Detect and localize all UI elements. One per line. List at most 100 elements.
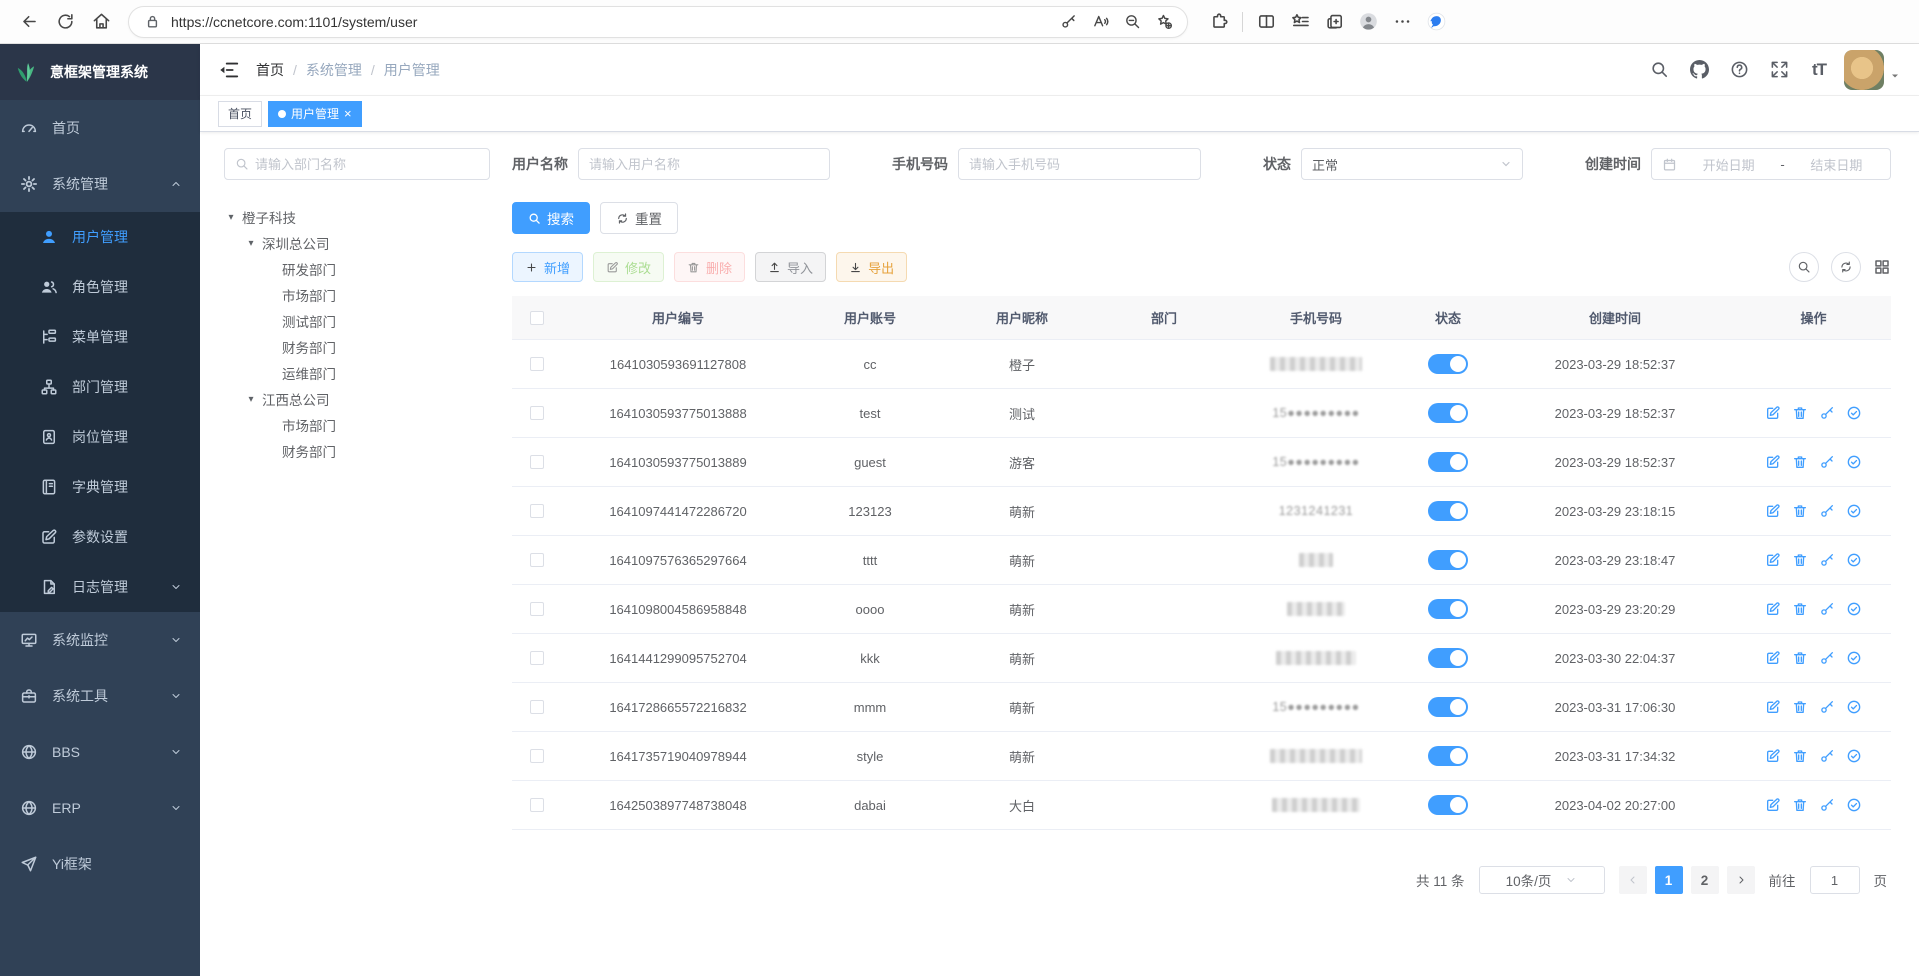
sidebar-item-users-sub[interactable]: 角色管理	[0, 262, 200, 312]
copilot-icon[interactable]	[1421, 7, 1451, 37]
tree-node[interactable]: 研发部门	[224, 256, 490, 282]
plus-button[interactable]: 新增	[512, 252, 584, 282]
row-key-icon[interactable]	[1819, 748, 1835, 764]
row-checkbox[interactable]	[530, 406, 544, 420]
row-key-icon[interactable]	[1819, 699, 1835, 715]
row-checkbox[interactable]	[530, 700, 544, 714]
tree-caret-icon[interactable]: ▾	[248, 393, 254, 405]
sidebar-item-user-sub[interactable]: 用户管理	[0, 212, 200, 262]
next-page-button[interactable]	[1726, 866, 1755, 894]
sidebar-item-monitor[interactable]: 系统监控	[0, 612, 200, 668]
row-check-circle-icon[interactable]	[1846, 699, 1862, 715]
read-aloud-icon[interactable]	[1085, 7, 1115, 37]
sidebar-item-edit-sub[interactable]: 参数设置	[0, 512, 200, 562]
zoom-out-icon[interactable]	[1117, 7, 1147, 37]
row-checkbox[interactable]	[530, 455, 544, 469]
row-check-circle-icon[interactable]	[1846, 748, 1862, 764]
status-select[interactable]: 正常	[1301, 148, 1523, 180]
dept-search-input-wrap[interactable]	[224, 148, 490, 180]
profile-icon[interactable]	[1353, 7, 1383, 37]
row-edit-icon[interactable]	[1765, 601, 1781, 617]
avatar[interactable]	[1844, 49, 1884, 90]
sidebar-item-dashboard[interactable]: 首页	[0, 100, 200, 156]
row-checkbox[interactable]	[530, 651, 544, 665]
tag-active[interactable]: 用户管理 ×	[268, 100, 362, 127]
search-icon[interactable]	[1642, 53, 1676, 87]
tree-caret-icon[interactable]: ▾	[228, 211, 234, 223]
row-key-icon[interactable]	[1819, 650, 1835, 666]
page-size-select[interactable]: 10条/页	[1478, 866, 1605, 894]
status-switch[interactable]	[1428, 795, 1468, 815]
row-key-icon[interactable]	[1819, 797, 1835, 813]
phone-input-wrap[interactable]	[958, 148, 1201, 180]
row-edit-icon[interactable]	[1765, 797, 1781, 813]
sidebar-item-toolbox[interactable]: 系统工具	[0, 668, 200, 724]
row-check-circle-icon[interactable]	[1846, 797, 1862, 813]
tag-close-icon[interactable]: ×	[344, 106, 352, 121]
status-switch[interactable]	[1428, 403, 1468, 423]
row-checkbox[interactable]	[530, 504, 544, 518]
row-checkbox[interactable]	[530, 602, 544, 616]
collapse-sidebar-icon[interactable]	[218, 59, 240, 81]
split-screen-icon[interactable]	[1251, 7, 1281, 37]
status-switch[interactable]	[1428, 550, 1468, 570]
goto-page-input[interactable]	[1809, 866, 1860, 894]
row-delete-icon[interactable]	[1792, 552, 1808, 568]
row-check-circle-icon[interactable]	[1846, 454, 1862, 470]
status-switch[interactable]	[1428, 452, 1468, 472]
row-check-circle-icon[interactable]	[1846, 405, 1862, 421]
back-icon[interactable]	[14, 7, 44, 37]
row-checkbox[interactable]	[530, 798, 544, 812]
sidebar-item-dict-sub[interactable]: 字典管理	[0, 462, 200, 512]
tree-node[interactable]: 市场部门	[224, 412, 490, 438]
reset-button[interactable]: 重置	[600, 202, 678, 234]
status-switch[interactable]	[1428, 697, 1468, 717]
row-key-icon[interactable]	[1819, 503, 1835, 519]
tree-node[interactable]: 测试部门	[224, 308, 490, 334]
sidebar-item-paper-plane[interactable]: Yi框架	[0, 836, 200, 892]
status-switch[interactable]	[1428, 354, 1468, 374]
address-bar[interactable]: https://ccnetcore.com:1101/system/user	[128, 5, 1188, 38]
trash-button[interactable]: 删除	[674, 252, 746, 282]
row-delete-icon[interactable]	[1792, 454, 1808, 470]
row-check-circle-icon[interactable]	[1846, 503, 1862, 519]
phone-input[interactable]	[969, 156, 1190, 172]
sidebar-item-org-tree-sub[interactable]: 部门管理	[0, 362, 200, 412]
row-edit-icon[interactable]	[1765, 552, 1781, 568]
search-toggle-button[interactable]	[1789, 252, 1819, 282]
row-delete-icon[interactable]	[1792, 699, 1808, 715]
row-check-circle-icon[interactable]	[1846, 650, 1862, 666]
status-switch[interactable]	[1428, 648, 1468, 668]
extensions-icon[interactable]	[1204, 7, 1234, 37]
status-switch[interactable]	[1428, 746, 1468, 766]
row-delete-icon[interactable]	[1792, 797, 1808, 813]
tree-node[interactable]: ▾ 深圳总公司	[224, 230, 490, 256]
favorites-bar-icon[interactable]	[1285, 7, 1315, 37]
tree-node[interactable]: 市场部门	[224, 282, 490, 308]
sidebar-item-menu-tree-sub[interactable]: 菜单管理	[0, 312, 200, 362]
dept-search-input[interactable]	[255, 156, 479, 172]
reload-icon[interactable]	[50, 7, 80, 37]
download-button[interactable]: 导出	[836, 252, 908, 282]
row-edit-icon[interactable]	[1765, 454, 1781, 470]
row-key-icon[interactable]	[1819, 552, 1835, 568]
collections-icon[interactable]	[1319, 7, 1349, 37]
sidebar-item-log-sub[interactable]: 日志管理	[0, 562, 200, 612]
fullscreen-icon[interactable]	[1762, 53, 1796, 87]
sidebar-item-globe[interactable]: BBS	[0, 724, 200, 780]
row-check-circle-icon[interactable]	[1846, 601, 1862, 617]
sidebar-item-gear[interactable]: 系统管理	[0, 156, 200, 212]
tree-node[interactable]: 财务部门	[224, 438, 490, 464]
select-all-checkbox[interactable]	[530, 310, 544, 325]
row-edit-icon[interactable]	[1765, 748, 1781, 764]
row-delete-icon[interactable]	[1792, 748, 1808, 764]
home-icon[interactable]	[86, 7, 116, 37]
prev-page-button[interactable]	[1618, 866, 1647, 894]
question-icon[interactable]	[1722, 53, 1756, 87]
breadcrumb-item[interactable]: 首页	[256, 61, 284, 78]
tree-node[interactable]: 运维部门	[224, 360, 490, 386]
sidebar-item-globe[interactable]: ERP	[0, 780, 200, 836]
status-switch[interactable]	[1428, 501, 1468, 521]
status-switch[interactable]	[1428, 599, 1468, 619]
grid-icon[interactable]	[1873, 258, 1891, 276]
